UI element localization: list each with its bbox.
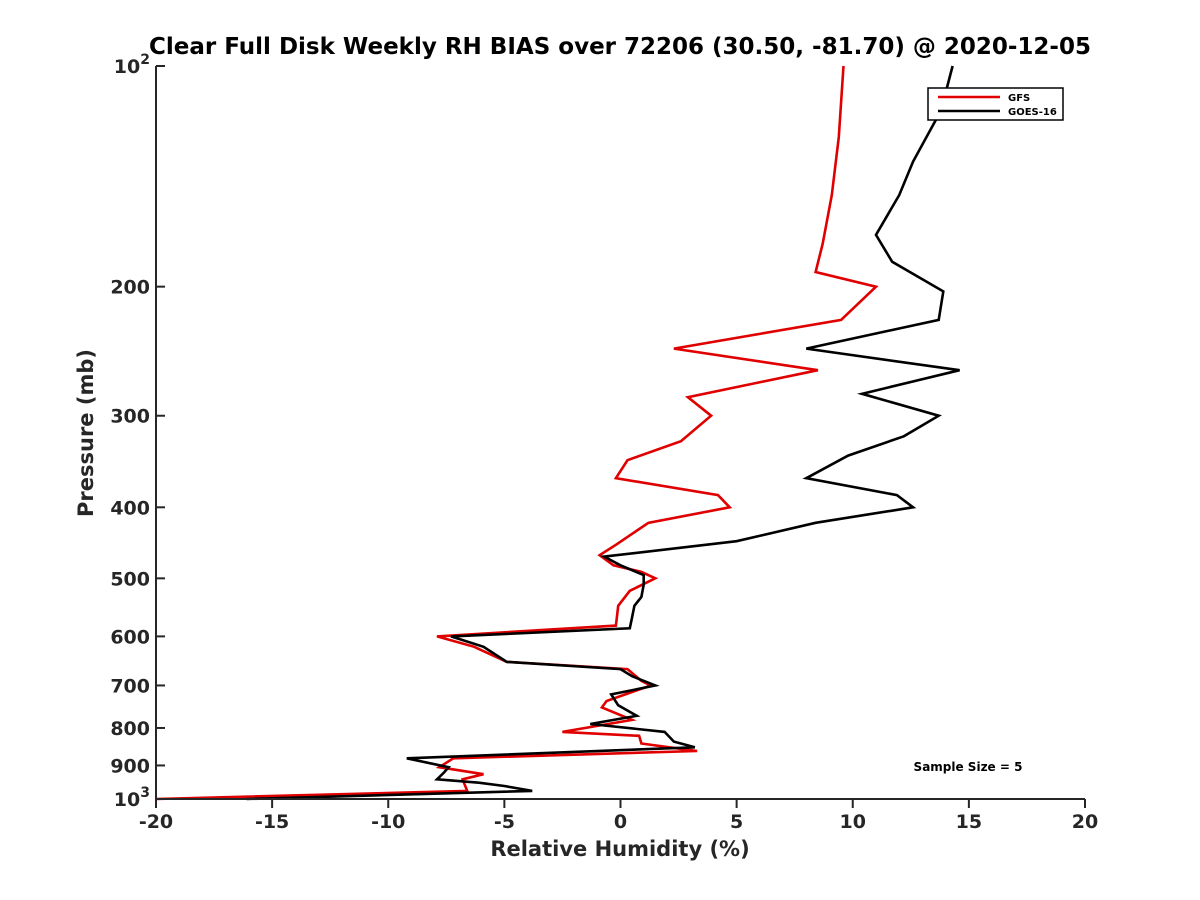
- y-tick-label: 900: [110, 755, 150, 777]
- axes: [155, 66, 1085, 800]
- y-tick-label: 103: [114, 785, 150, 811]
- y-tick-label: 700: [110, 675, 150, 697]
- x-tick-label: 10: [840, 811, 866, 833]
- y-tick-label: 500: [110, 568, 150, 590]
- x-tick-label: 15: [956, 811, 982, 833]
- x-tick-label: 20: [1072, 811, 1098, 833]
- series-line-gfs: [155, 65, 879, 801]
- y-ticks: 102 200 300 400 500 600 700 800 900 103: [110, 52, 165, 811]
- chart-title: Clear Full Disk Weekly RH BIAS over 7220…: [149, 34, 1091, 60]
- x-tick-label: 0: [614, 811, 627, 833]
- x-tick-label: 5: [730, 811, 743, 833]
- x-tick-label: -20: [139, 811, 173, 833]
- y-tick-label: 300: [110, 406, 150, 428]
- x-ticks: -20 -15 -10 -5 0 5 10 15 20: [139, 799, 1098, 833]
- legend-label-goes16: GOES-16: [1008, 107, 1057, 118]
- y-tick-label: 102: [114, 52, 150, 78]
- sample-size-annotation: Sample Size = 5: [914, 760, 1023, 774]
- legend-label-gfs: GFS: [1008, 93, 1030, 104]
- legend: GFS GOES-16: [927, 87, 1064, 121]
- plot-series: [155, 65, 960, 801]
- x-tick-label: -10: [371, 811, 405, 833]
- y-axis-title: Pressure (mb): [74, 349, 98, 517]
- y-tick-label: 400: [110, 497, 150, 519]
- y-tick-label: 800: [110, 718, 150, 740]
- x-tick-label: -15: [255, 811, 289, 833]
- y-tick-label: 200: [110, 277, 150, 299]
- legend-box: [927, 87, 1064, 121]
- x-tick-label: -5: [494, 811, 515, 833]
- y-tick-label: 600: [110, 626, 150, 648]
- x-axis-title: Relative Humidity (%): [490, 837, 749, 861]
- series-line-goes16: [246, 65, 960, 801]
